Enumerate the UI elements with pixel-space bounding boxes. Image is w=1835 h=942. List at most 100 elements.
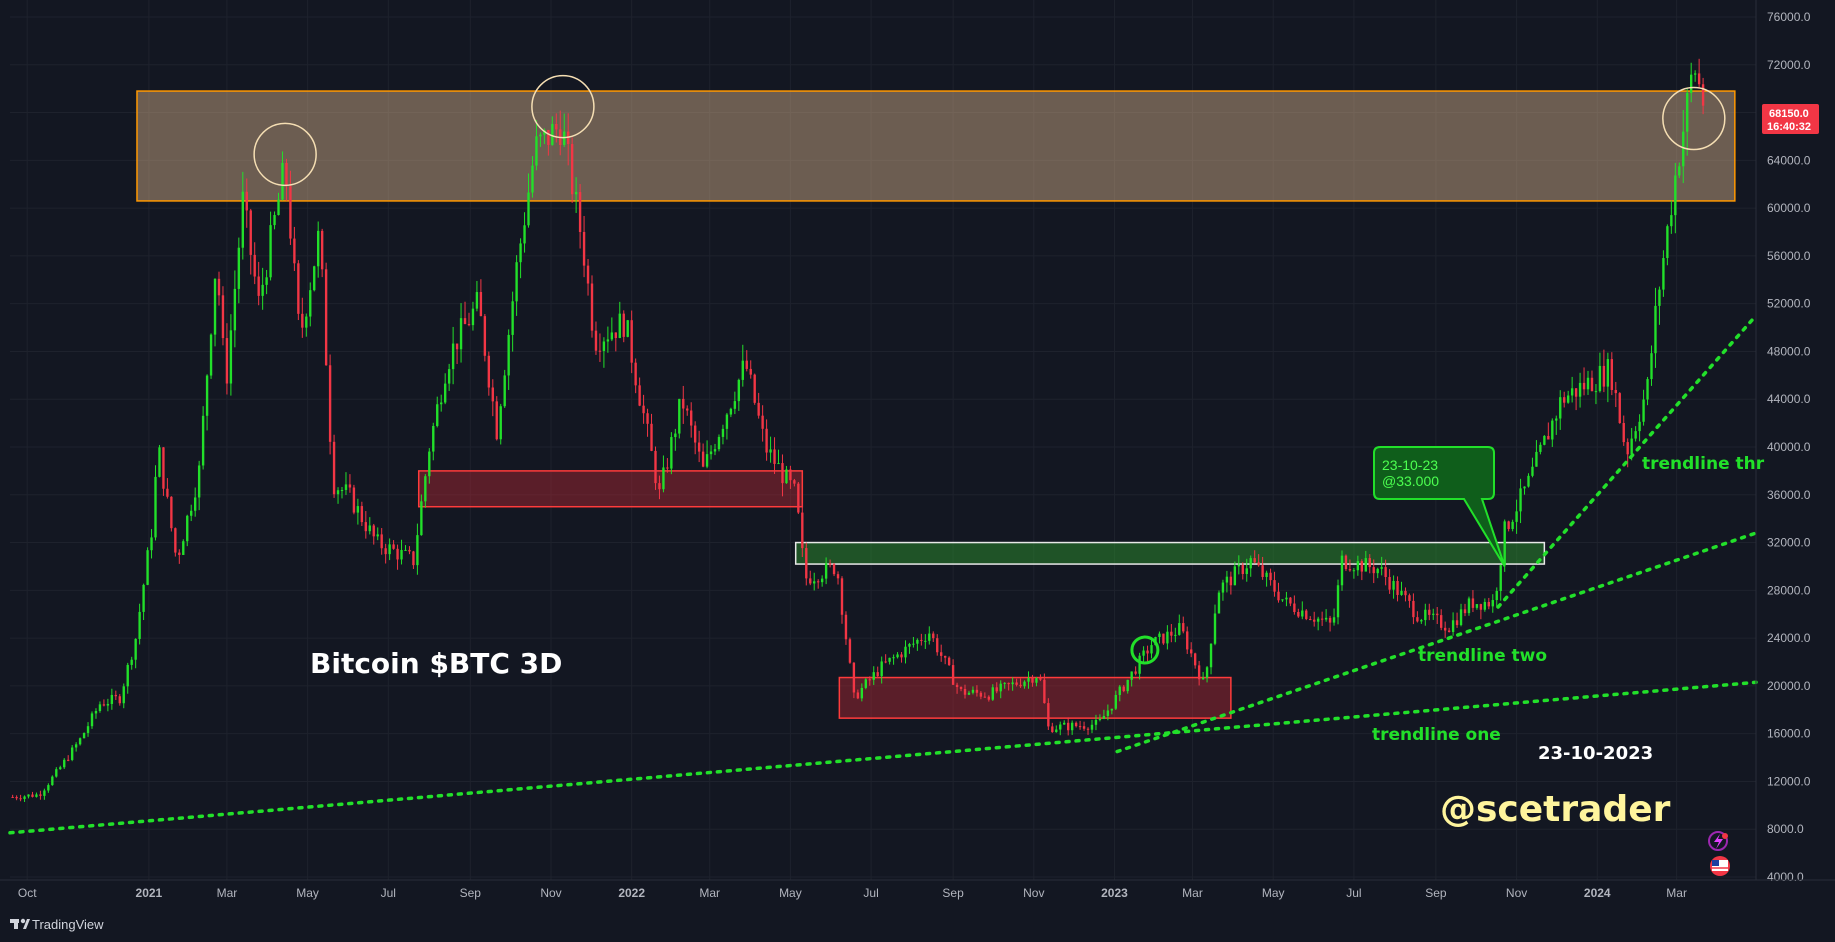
candle-body — [801, 512, 804, 549]
candle-body — [1396, 580, 1399, 595]
candle-body — [1043, 679, 1046, 704]
candle-body — [1666, 226, 1669, 259]
candle-body — [725, 414, 729, 429]
zone-red-zone-lower — [838, 676, 1232, 719]
candle-body — [928, 633, 931, 641]
candle-body — [162, 447, 165, 489]
candle-body — [1221, 582, 1225, 593]
candle-body — [249, 210, 252, 255]
candle-body — [1213, 613, 1217, 644]
candle-body — [848, 639, 852, 663]
candle-body — [888, 657, 891, 662]
candle-body — [1297, 612, 1300, 617]
candle-body — [1174, 634, 1177, 636]
candle-body — [261, 284, 264, 296]
tradingview-branding[interactable]: TradingView — [10, 917, 104, 932]
candle-body — [678, 398, 681, 434]
candle-body — [880, 661, 883, 677]
candle-body — [705, 454, 709, 467]
candle-body — [459, 318, 463, 350]
candle-body — [979, 692, 983, 697]
countdown: 16:40:32 — [1767, 121, 1811, 133]
candle-body — [1610, 359, 1614, 390]
trendlines-layer — [8, 313, 1758, 835]
candle-body — [106, 703, 110, 706]
candle-body — [1237, 564, 1241, 567]
candle-body — [1305, 610, 1308, 620]
x-tick-label: Sep — [1425, 886, 1447, 900]
price-axis[interactable]: 76000.072000.068000.064000.060000.056000… — [1755, 0, 1811, 884]
candle-body — [1590, 377, 1594, 392]
candle-body — [920, 639, 923, 641]
candle-body — [356, 506, 360, 513]
time-axis[interactable]: Oct 2021 Mar May Jul Sep Nov 2022 Mar May Jul Sep No… — [0, 879, 1835, 900]
candle-body — [932, 633, 935, 639]
highlight-circle — [1662, 86, 1726, 151]
candle-body — [638, 385, 641, 406]
candle-body — [527, 192, 530, 226]
zone-red-zone-upper — [417, 470, 804, 508]
candle-body — [364, 522, 368, 532]
candle-body — [686, 408, 689, 411]
candle-body — [19, 798, 22, 800]
candle-body — [856, 692, 860, 699]
candle-body — [404, 549, 407, 551]
candle-body — [63, 759, 66, 768]
candle-body — [943, 655, 947, 658]
candle-body — [317, 230, 320, 267]
candle-body — [646, 413, 649, 424]
candle-body — [150, 537, 153, 551]
candle-body — [1118, 686, 1121, 695]
y-tick-label: 76000.0 — [1767, 10, 1811, 24]
candle-body — [1686, 92, 1689, 132]
candle-body — [820, 578, 824, 583]
candle-body — [209, 334, 213, 376]
candle-body — [1416, 617, 1419, 622]
candle-body — [269, 225, 272, 278]
candle-body — [186, 515, 189, 542]
candle-body — [193, 497, 197, 511]
candle-body — [94, 711, 98, 714]
candle-body — [729, 408, 733, 415]
candle-body — [769, 449, 772, 453]
candle-body — [844, 614, 848, 640]
alert-icon[interactable] — [1708, 831, 1728, 851]
candle-body — [745, 360, 748, 369]
candle-body — [717, 436, 721, 450]
candle-body — [892, 657, 895, 659]
candle-body — [1281, 599, 1284, 601]
candle-body — [1078, 726, 1082, 728]
x-tick-label: Nov — [1023, 886, 1044, 900]
candle-body — [380, 534, 383, 549]
candle-body — [507, 334, 510, 376]
candle-body — [201, 415, 205, 466]
candle-body — [547, 129, 550, 145]
candle-body — [130, 659, 133, 665]
candle-body — [1376, 568, 1379, 574]
candle-body — [1551, 420, 1554, 440]
candle-body — [102, 704, 106, 706]
candle-body — [1205, 667, 1209, 678]
candle-body — [1420, 620, 1423, 622]
flag-icon[interactable] — [1710, 856, 1730, 876]
candle-body — [832, 564, 836, 575]
candle-body — [146, 550, 149, 585]
candle-body — [828, 563, 832, 565]
candle-body — [1178, 623, 1181, 635]
candle-body — [11, 796, 14, 798]
y-tick-label: 28000.0 — [1767, 583, 1811, 597]
candle-body — [1059, 724, 1062, 730]
candle-body — [709, 451, 713, 455]
candle-body — [1086, 728, 1090, 730]
callout-date: 23-10-23 — [1382, 457, 1438, 473]
candle-body — [1543, 435, 1546, 445]
candle-body — [1531, 466, 1534, 476]
candle-body — [1642, 399, 1645, 422]
candle-body — [1483, 601, 1487, 610]
candle-body — [650, 423, 653, 451]
candle-body — [178, 552, 181, 555]
candle-body — [1479, 604, 1483, 610]
candle-body — [463, 318, 467, 324]
candle-body — [626, 320, 629, 337]
